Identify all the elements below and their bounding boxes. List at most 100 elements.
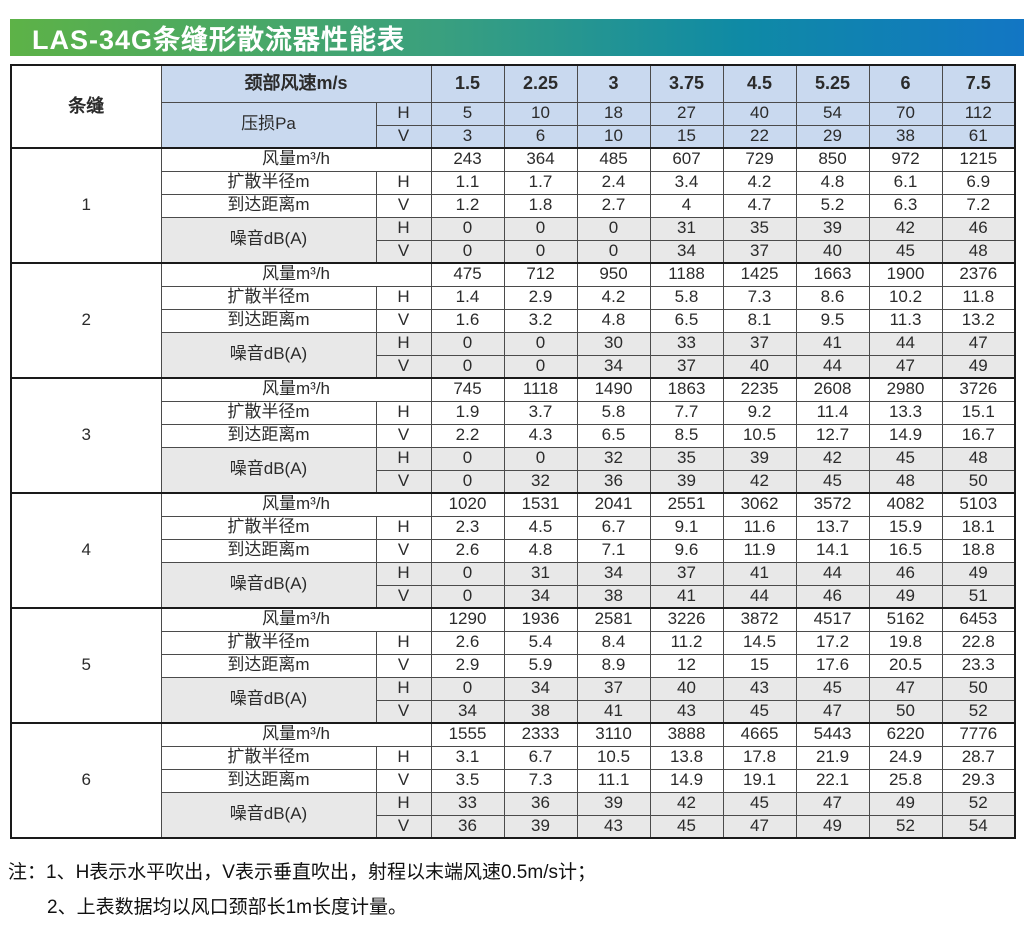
noise-h-value-cell: 37 (576, 676, 651, 701)
distance-v-value-cell: 9.5 (795, 308, 870, 333)
noise-h-value-cell: 41 (722, 561, 797, 586)
distance-v-value-cell: 11.3 (868, 308, 943, 333)
distance-v-value-cell: 14.9 (649, 768, 724, 793)
noise-h-value-cell: 42 (649, 791, 724, 816)
airflow-value-cell: 1425 (722, 262, 797, 287)
pressure-loss-label-cell: 压损Pa (160, 101, 377, 149)
noise-v-value-cell: 0 (430, 239, 505, 264)
h-direction-cell: H (375, 791, 432, 816)
noise-v-value-cell: 51 (941, 584, 1016, 609)
airflow-label-cell: 风量m³/h (160, 262, 432, 287)
airflow-value-cell: 1215 (941, 147, 1016, 172)
noise-v-value-cell: 48 (868, 469, 943, 494)
distance-v-value-cell: 6.5 (649, 308, 724, 333)
noise-h-value-cell: 34 (503, 676, 578, 701)
radius-h-value-cell: 28.7 (941, 745, 1016, 770)
noise-h-value-cell: 30 (576, 331, 651, 356)
airflow-value-cell: 4517 (795, 607, 870, 632)
distance-label-cell: 到达距离m (160, 423, 377, 448)
v-direction-cell: V (375, 814, 432, 839)
noise-h-value-cell: 41 (795, 331, 870, 356)
airflow-value-cell: 2333 (503, 722, 578, 747)
airflow-value-cell: 4665 (722, 722, 797, 747)
noise-h-value-cell: 47 (795, 791, 870, 816)
noise-v-value-cell: 48 (941, 239, 1016, 264)
distance-v-value-cell: 8.1 (722, 308, 797, 333)
noise-v-value-cell: 44 (795, 354, 870, 379)
airflow-value-cell: 1531 (503, 492, 578, 517)
radius-h-value-cell: 6.7 (503, 745, 578, 770)
airflow-value-cell: 1188 (649, 262, 724, 287)
pressure-h-value-cell: 70 (868, 101, 943, 126)
v-direction-cell: V (375, 469, 432, 494)
noise-v-value-cell: 39 (649, 469, 724, 494)
radius-h-value-cell: 5.4 (503, 630, 578, 655)
noise-v-value-cell: 50 (941, 469, 1016, 494)
h-direction-cell: H (375, 745, 432, 770)
noise-h-value-cell: 49 (868, 791, 943, 816)
noise-h-value-cell: 0 (430, 216, 505, 241)
noise-v-value-cell: 36 (576, 469, 651, 494)
noise-v-value-cell: 34 (576, 354, 651, 379)
airflow-value-cell: 243 (430, 147, 505, 172)
velocity-header-cell: 2.25 (503, 64, 578, 103)
airflow-value-cell: 475 (430, 262, 505, 287)
radius-h-value-cell: 8.4 (576, 630, 651, 655)
noise-h-value-cell: 49 (941, 561, 1016, 586)
airflow-value-cell: 2608 (795, 377, 870, 402)
radius-h-value-cell: 24.9 (868, 745, 943, 770)
radius-h-value-cell: 13.3 (868, 400, 943, 425)
noise-v-value-cell: 43 (576, 814, 651, 839)
radius-h-value-cell: 4.2 (576, 285, 651, 310)
pressure-v-value-cell: 22 (722, 124, 797, 149)
radius-h-value-cell: 21.9 (795, 745, 870, 770)
noise-v-value-cell: 52 (941, 699, 1016, 724)
noise-h-value-cell: 34 (576, 561, 651, 586)
radius-label-cell: 扩散半径m (160, 285, 377, 310)
radius-h-value-cell: 2.4 (576, 170, 651, 195)
noise-h-value-cell: 39 (795, 216, 870, 241)
distance-v-value-cell: 16.5 (868, 538, 943, 563)
radius-h-value-cell: 10.5 (576, 745, 651, 770)
noise-v-value-cell: 54 (941, 814, 1016, 839)
noise-v-value-cell: 50 (868, 699, 943, 724)
distance-v-value-cell: 6.3 (868, 193, 943, 218)
noise-h-value-cell: 36 (503, 791, 578, 816)
airflow-value-cell: 3872 (722, 607, 797, 632)
radius-h-value-cell: 1.7 (503, 170, 578, 195)
radius-h-value-cell: 6.9 (941, 170, 1016, 195)
airflow-value-cell: 3062 (722, 492, 797, 517)
velocity-header-cell: 1.5 (430, 64, 505, 103)
pressure-h-value-cell: 5 (430, 101, 505, 126)
radius-h-value-cell: 22.8 (941, 630, 1016, 655)
distance-v-value-cell: 20.5 (868, 653, 943, 678)
distance-v-value-cell: 4.7 (722, 193, 797, 218)
v-direction-cell: V (375, 354, 432, 379)
pressure-v-value-cell: 29 (795, 124, 870, 149)
noise-h-value-cell: 0 (503, 446, 578, 471)
radius-h-value-cell: 11.4 (795, 400, 870, 425)
radius-h-value-cell: 11.6 (722, 515, 797, 540)
pressure-h-value-cell: 10 (503, 101, 578, 126)
noise-v-value-cell: 47 (722, 814, 797, 839)
noise-v-value-cell: 44 (722, 584, 797, 609)
airflow-value-cell: 3572 (795, 492, 870, 517)
noise-label-cell: 噪音dB(A) (160, 446, 377, 494)
airflow-value-cell: 3726 (941, 377, 1016, 402)
pressure-v-value-cell: 61 (941, 124, 1016, 149)
noise-h-value-cell: 47 (941, 331, 1016, 356)
h-direction-cell: H (375, 630, 432, 655)
distance-v-value-cell: 4.3 (503, 423, 578, 448)
noise-h-value-cell: 0 (503, 216, 578, 241)
airflow-label-cell: 风量m³/h (160, 377, 432, 402)
v-direction-cell: V (375, 308, 432, 333)
noise-v-value-cell: 37 (649, 354, 724, 379)
slot-count-cell: 4 (10, 492, 162, 609)
distance-v-value-cell: 22.1 (795, 768, 870, 793)
radius-h-value-cell: 5.8 (576, 400, 651, 425)
noise-h-value-cell: 39 (722, 446, 797, 471)
distance-v-value-cell: 6.5 (576, 423, 651, 448)
v-direction-cell: V (375, 768, 432, 793)
distance-v-value-cell: 8.5 (649, 423, 724, 448)
airflow-value-cell: 972 (868, 147, 943, 172)
